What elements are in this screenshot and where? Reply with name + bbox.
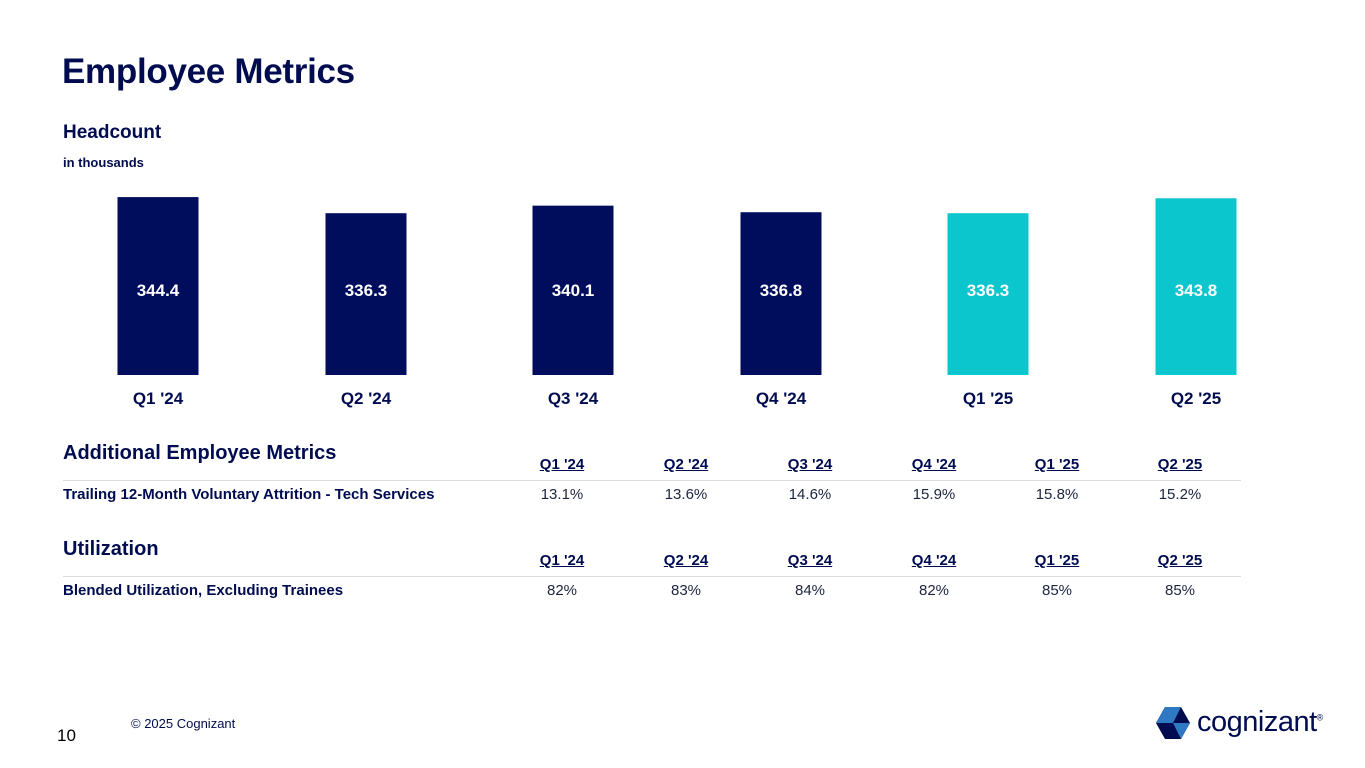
bar-2: [325, 213, 407, 375]
bar-value-label: 336.3: [967, 281, 1010, 300]
table-row: Blended Utilization, Excluding Trainees …: [63, 582, 1241, 602]
attrition-row-label: Trailing 12-Month Voluntary Attrition - …: [63, 486, 435, 503]
bar-value-label: 336.8: [760, 281, 803, 300]
utilization-header-row: Q1 '24 Q2 '24 Q3 '24 Q4 '24 Q1 '25 Q2 '2…: [63, 552, 1241, 572]
x-tick-label: Q2 '24: [341, 389, 392, 408]
page-number: 10: [57, 726, 76, 745]
x-tick-label: Q1 '24: [133, 389, 184, 408]
utilization-value: 83%: [670, 582, 702, 599]
attrition-col-header: Q4 '24: [911, 456, 957, 473]
utilization-value: 84%: [794, 582, 826, 599]
attrition-value: 13.6%: [664, 486, 708, 503]
utilization-value: 85%: [1041, 582, 1073, 599]
logo-text: cognizant: [1197, 706, 1317, 738]
utilization-title: Utilization: [63, 538, 159, 560]
x-tick-label: Q4 '24: [756, 389, 807, 408]
utilization-col-header: Q2 '25: [1157, 552, 1203, 569]
bar-value-label: 343.8: [1175, 281, 1218, 300]
x-tick-label: Q1 '25: [963, 389, 1013, 408]
attrition-value: 13.1%: [540, 486, 584, 503]
utilization-value: 82%: [918, 582, 950, 599]
page-title: Employee Metrics: [62, 52, 355, 91]
utilization-col-header: Q2 '24: [663, 552, 709, 569]
bar-value-label: 344.4: [137, 281, 180, 300]
utilization-col-header: Q1 '24: [539, 552, 585, 569]
utilization-value: 82%: [546, 582, 578, 599]
bar-4: [740, 212, 822, 375]
x-tick-label: Q3 '24: [548, 389, 599, 408]
table-row: Trailing 12-Month Voluntary Attrition - …: [63, 486, 1241, 506]
attrition-value: 15.2%: [1158, 486, 1202, 503]
utilization-value: 85%: [1164, 582, 1196, 599]
chart-title: Headcount: [63, 122, 162, 143]
attrition-value: 15.8%: [1035, 486, 1079, 503]
bar-5: [947, 213, 1029, 375]
attrition-col-header: Q2 '24: [663, 456, 709, 473]
headcount-chart: 344.4 Q1 '24 336.3 Q2 '24 340.1 Q3 '24 336.8 Q4…: [117, 197, 1237, 408]
logo-wordmark: cognizant®: [1197, 706, 1323, 739]
attrition-value: 15.9%: [912, 486, 956, 503]
chart-subtitle: in thousands: [63, 155, 144, 170]
attrition-header-row: Q1 '24 Q2 '24 Q3 '24 Q4 '24 Q1 '25 Q2 '2…: [63, 456, 1241, 476]
utilization-row-label: Blended Utilization, Excluding Trainees: [63, 582, 344, 599]
bar-1: [117, 197, 199, 375]
attrition-divider: [63, 480, 1241, 481]
bar-value-label: 336.3: [345, 281, 388, 300]
x-tick-label: Q2 '25: [1171, 389, 1221, 408]
attrition-title: Additional Employee Metrics: [63, 442, 337, 464]
utilization-col-header: Q4 '24: [911, 552, 957, 569]
attrition-value: 14.6%: [788, 486, 832, 503]
attrition-col-header: Q2 '25: [1157, 456, 1203, 473]
logo-registered-mark: ®: [1316, 712, 1324, 723]
bar-value-label: 340.1: [552, 281, 595, 300]
attrition-col-header: Q1 '24: [539, 456, 585, 473]
utilization-col-header: Q1 '25: [1034, 552, 1080, 569]
copyright: © 2025 Cognizant: [131, 716, 236, 731]
cognizant-logo-icon: [1156, 707, 1190, 739]
bar-6: [1155, 198, 1237, 375]
utilization-col-header: Q3 '24: [787, 552, 833, 569]
bar-3: [532, 205, 614, 375]
attrition-col-header: Q3 '24: [787, 456, 833, 473]
utilization-divider: [63, 576, 1241, 577]
attrition-col-header: Q1 '25: [1034, 456, 1080, 473]
